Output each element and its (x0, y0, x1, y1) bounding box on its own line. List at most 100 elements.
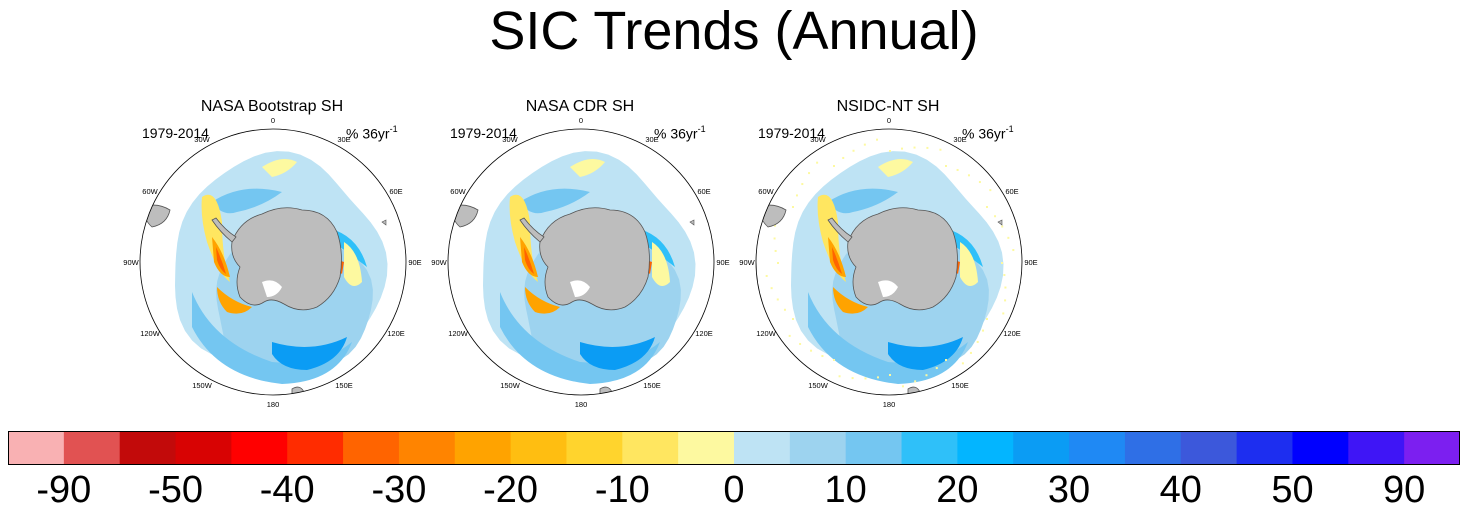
trend-speckle (838, 375, 841, 378)
trend-positive-region (888, 337, 963, 370)
trend-speckle (783, 308, 786, 311)
colorbar-swatch (1404, 431, 1460, 465)
longitude-label: 120E (695, 329, 713, 338)
colorbar-tick-label: 20 (936, 469, 979, 511)
trend-speckle (810, 349, 813, 352)
antarctic-peninsula (211, 217, 237, 243)
ross-ice-shelf (262, 280, 282, 297)
trend-negative-region (828, 237, 846, 277)
colorbar-swatch (678, 431, 735, 465)
longitude-label: 0 (271, 116, 275, 125)
map-panel-bootstrap: NASA Bootstrap SH 1979-2014 % 36yr-1 0 30… (122, 92, 422, 412)
trend-speckle (961, 362, 964, 365)
longitude-label: 180 (267, 400, 280, 409)
longitude-label: 120E (387, 329, 405, 338)
trend-speckle (985, 318, 988, 320)
panel-period: 1979-2014 (450, 125, 517, 141)
longitude-label: 60E (389, 187, 402, 196)
trend-speckle (776, 298, 779, 301)
trend-speckle (945, 358, 947, 361)
longitude-label: 120W (140, 329, 161, 338)
colorbar (8, 431, 1460, 465)
antarctic-peninsula (519, 217, 545, 243)
colorbar-swatch (1124, 431, 1182, 465)
colorbar-swatch (1013, 431, 1070, 465)
colorbar-swatch (1180, 431, 1238, 465)
colorbar-swatch (175, 431, 232, 465)
polar-map: 0 30E 60E 90E 120E 150E 180 150W 120W 90W 60W 30W (739, 116, 1037, 409)
trend-negative-region (832, 247, 842, 274)
trend-negative-region (520, 237, 538, 277)
trend-positive-region (272, 337, 347, 370)
colorbar-swatch (622, 431, 679, 465)
trend-speckle (985, 206, 988, 208)
colorbar-swatch (845, 431, 903, 465)
trend-speckle (788, 334, 791, 337)
colorbar-swatch (1069, 431, 1126, 465)
colorbar-swatch (957, 431, 1014, 465)
trend-speckle (852, 149, 855, 152)
trend-negative-region (344, 242, 362, 286)
trend-speckle (777, 262, 779, 264)
trend-speckle (765, 274, 768, 277)
island (689, 219, 695, 226)
trend-speckle (969, 351, 972, 354)
antarctic-peninsula (827, 217, 853, 243)
colorbar-tick-label: 50 (1271, 469, 1314, 511)
panel-units: % 36yr-1 (654, 124, 706, 142)
colorbar-tick-label: -40 (259, 469, 315, 511)
map-boundary (755, 128, 1023, 396)
longitude-label: 180 (575, 400, 588, 409)
trend-speckle (1003, 274, 1006, 277)
trend-speckle (816, 161, 819, 164)
colorbar-swatch (789, 431, 847, 465)
trend-speckle (1007, 236, 1010, 239)
trend-speckle (842, 156, 845, 159)
new-zealand (907, 386, 921, 395)
longitude-label: 90W (123, 258, 139, 267)
trend-speckle (792, 206, 795, 208)
longitude-label: 60W (450, 187, 466, 196)
colorbar-tick-label: -50 (148, 469, 203, 511)
figure-title: SIC Trends (Annual) (489, 1, 979, 61)
trend-speckle (939, 148, 942, 151)
trend-negative-region (524, 247, 534, 274)
trend-speckle (773, 237, 776, 240)
trend-speckle (989, 189, 992, 192)
colorbar-tick-label: -20 (483, 469, 539, 511)
trend-speckle (833, 165, 835, 168)
longitude-label: 120E (1003, 329, 1021, 338)
panel-period: 1979-2014 (142, 125, 209, 141)
colorbar-swatch (119, 431, 177, 465)
island (997, 219, 1003, 226)
trend-negative-region (570, 158, 605, 177)
trend-speckle (1004, 299, 1007, 302)
map-boundary (139, 128, 407, 396)
trend-speckle (926, 146, 929, 149)
longitude-label: 60E (1005, 187, 1018, 196)
trend-speckle (925, 374, 928, 377)
trend-speckle (799, 342, 802, 345)
panel-units: % 36yr-1 (346, 124, 398, 142)
trend-speckle (978, 181, 981, 184)
trend-speckle (864, 377, 867, 380)
trend-speckle (1002, 312, 1005, 315)
antarctica-landmass (231, 207, 342, 311)
trend-speckle (913, 146, 916, 149)
polar-map: 0 30E 60E 90E 120E 150E 180 150W 120W 90W 60W 30W (431, 116, 729, 409)
longitude-label: 60E (697, 187, 710, 196)
trend-speckle (773, 224, 776, 227)
longitude-label: 90E (716, 258, 729, 267)
colorbar-tick-label: -10 (594, 469, 650, 511)
trend-speckle (945, 165, 947, 168)
trend-speckle (976, 340, 979, 343)
panel-units: % 36yr-1 (962, 124, 1014, 142)
longitude-label: 60W (758, 187, 774, 196)
colorbar-frame (8, 431, 1460, 465)
colorbar-tick-label: 0 (723, 469, 745, 511)
colorbar-swatch (510, 431, 567, 465)
trend-speckle (770, 287, 773, 290)
colorbar-swatch (1236, 431, 1293, 465)
trend-positive-region (520, 188, 590, 214)
trend-negative-region (833, 287, 868, 314)
